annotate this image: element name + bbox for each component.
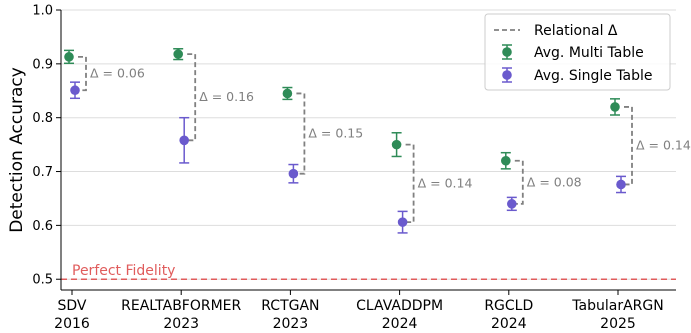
y-tick-label: 1.0 bbox=[32, 4, 53, 19]
x-tick-year: 2024 bbox=[382, 316, 418, 332]
single-table-point bbox=[616, 179, 626, 190]
x-tick-label: CLAVADDPM bbox=[356, 298, 443, 314]
delta-label: Δ = 0.15 bbox=[308, 126, 363, 141]
legend-multi-table-swatch bbox=[502, 44, 512, 60]
legend-box bbox=[484, 13, 671, 91]
points-layer bbox=[64, 48, 626, 234]
x-tick-label: RGCLD bbox=[484, 298, 533, 314]
x-tick-label: REALTABFORMER bbox=[121, 298, 241, 314]
y-tick-label: 0.7 bbox=[32, 165, 53, 180]
y-tick-label: 0.9 bbox=[32, 57, 53, 72]
single-table-point bbox=[507, 199, 517, 209]
x-tick-label: TabularARGN bbox=[571, 298, 663, 314]
delta-label: Δ = 0.06 bbox=[90, 66, 145, 81]
perfect-fidelity-label: Perfect Fidelity bbox=[72, 263, 175, 279]
delta-label: Δ = 0.16 bbox=[199, 89, 254, 104]
x-tick-label: SDV bbox=[58, 298, 87, 314]
delta-label: Δ = 0.14 bbox=[636, 138, 691, 153]
x-tick-year: 2023 bbox=[273, 316, 309, 332]
x-ticks: SDV 2016 REALTABFORMER 2023 RCTGAN 2023 CLAVAD… bbox=[54, 290, 664, 332]
delta-label: Δ = 0.14 bbox=[418, 175, 473, 190]
single-table-point bbox=[397, 217, 408, 227]
y-axis-label: Detection Accuracy bbox=[7, 67, 27, 233]
multi-table-point bbox=[64, 52, 74, 62]
legend: Relational Δ Avg. Multi Table Avg. Singl… bbox=[484, 13, 671, 91]
delta-bracket bbox=[296, 92, 306, 175]
x-tick-year: 2024 bbox=[491, 316, 527, 332]
legend-delta-label: Relational Δ bbox=[534, 23, 618, 39]
x-tick-label: RCTGAN bbox=[261, 298, 319, 314]
reference-line-layer: Perfect Fidelity bbox=[61, 263, 676, 280]
multi-table-point bbox=[610, 102, 620, 112]
delta-bracket bbox=[187, 53, 197, 142]
delta-label: Δ = 0.08 bbox=[527, 174, 582, 189]
x-tick-year: 2023 bbox=[163, 316, 199, 332]
single-table-point bbox=[179, 135, 189, 146]
single-table-point bbox=[288, 168, 299, 179]
y-tick-label: 0.6 bbox=[32, 219, 53, 234]
multi-table-point bbox=[173, 49, 183, 59]
multi-table-point bbox=[282, 88, 293, 99]
legend-multi-table-label: Avg. Multi Table bbox=[534, 45, 644, 61]
axes-layer bbox=[60, 10, 676, 291]
multi-table-point bbox=[391, 139, 402, 150]
delta-bracket bbox=[514, 159, 524, 205]
multi-table-point bbox=[501, 155, 511, 166]
delta-bracket bbox=[405, 143, 415, 224]
x-tick-year: 2016 bbox=[54, 316, 90, 332]
delta-layer: Δ = 0.06 Δ = 0.16 Δ = 0.15 Δ = 0.14 Δ = 0.08… bbox=[78, 53, 691, 224]
delta-bracket bbox=[78, 55, 87, 92]
x-tick-year: 2025 bbox=[600, 316, 636, 332]
y-tick-label: 0.5 bbox=[32, 273, 53, 288]
legend-multi-marker bbox=[502, 47, 512, 57]
legend-single-table-label: Avg. Single Table bbox=[534, 68, 653, 84]
single-table-point bbox=[70, 85, 80, 96]
y-tick-label: 0.8 bbox=[32, 111, 53, 126]
legend-single-table-swatch bbox=[502, 67, 512, 83]
y-ticks: 0.5 0.6 0.7 0.8 0.9 1.0 bbox=[32, 4, 61, 288]
delta-bracket bbox=[624, 106, 633, 186]
legend-single-marker bbox=[502, 70, 512, 80]
